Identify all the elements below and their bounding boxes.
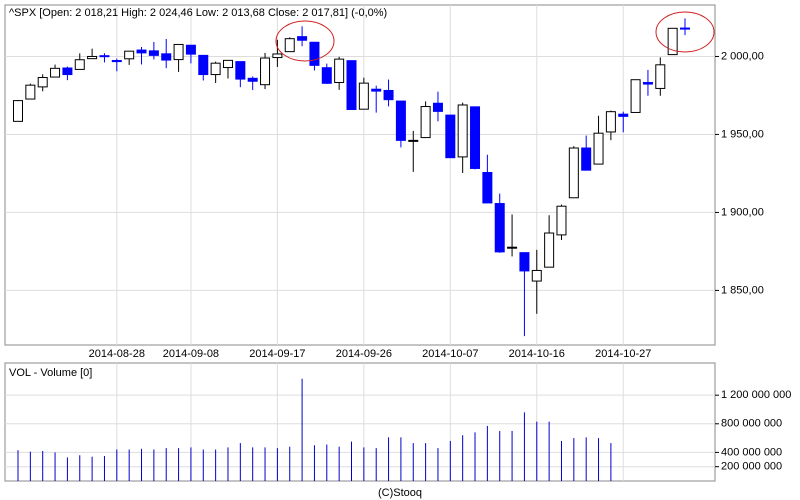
highlight-ellipse — [275, 20, 335, 62]
candle-body — [148, 50, 159, 56]
candle-body — [531, 269, 542, 282]
price-panel — [4, 4, 716, 346]
y-tick-label: 400 000 000 — [721, 446, 782, 458]
candle-body — [519, 252, 530, 272]
candle-body — [161, 53, 172, 61]
x-tick-label: 2014-09-26 — [336, 348, 392, 360]
candle-body — [247, 77, 258, 82]
candle-body — [383, 89, 394, 101]
x-tick-label: 2014-09-08 — [163, 348, 219, 360]
candle-body — [309, 41, 320, 66]
candle-body — [680, 27, 690, 30]
y-tick-label: 2 000,00 — [721, 50, 764, 62]
volume-title: VOL - Volume [0] — [9, 367, 92, 379]
candle-body — [420, 106, 431, 139]
y-tick-label: 1 950,00 — [721, 128, 764, 140]
y-tick-label: 1 900,00 — [721, 206, 764, 218]
candle-body — [667, 27, 678, 56]
candle-body — [581, 147, 592, 171]
y-tick-label: 1 850,00 — [721, 284, 764, 296]
candle-body — [593, 132, 604, 165]
candle-body — [222, 59, 233, 69]
candle-body — [173, 43, 184, 61]
chart-title: ^SPX [Open: 2 018,21 High: 2 024,46 Low:… — [9, 7, 387, 19]
candle-body — [210, 62, 221, 76]
y-tick-label: 200 000 000 — [721, 461, 782, 473]
candle-body — [470, 106, 481, 169]
candle-body — [198, 54, 209, 76]
candle-body — [62, 67, 73, 76]
highlight-ellipse — [655, 11, 715, 53]
candle-body — [408, 139, 419, 142]
candle-body — [432, 102, 443, 112]
candle-body — [235, 61, 246, 80]
y-tick-label: 800 000 000 — [721, 418, 782, 430]
candle-body — [87, 55, 98, 60]
candle-body — [272, 53, 283, 59]
candle-body — [346, 60, 357, 110]
candle-body — [655, 64, 666, 89]
candle-body — [605, 111, 616, 133]
candle-body — [494, 203, 505, 253]
x-tick-label: 2014-08-28 — [89, 348, 145, 360]
candle-body — [13, 100, 23, 122]
candle-body — [185, 44, 196, 55]
candle-body — [642, 82, 653, 85]
candle-body — [321, 67, 332, 84]
candle-body — [25, 84, 36, 100]
y-tick-label: 1 200 000 000 — [721, 389, 791, 401]
candle-body — [99, 55, 110, 58]
candle-body — [334, 58, 345, 84]
candle-body — [630, 79, 641, 113]
candle-body — [260, 57, 271, 86]
candle-body — [618, 113, 629, 117]
candle-body — [544, 232, 555, 268]
candle-body — [124, 50, 135, 60]
x-tick-label: 2014-10-27 — [595, 348, 651, 360]
footer: (C)Stooq — [378, 487, 422, 499]
candle-body — [507, 246, 518, 249]
candle-body — [358, 82, 369, 110]
x-tick-label: 2014-10-16 — [509, 348, 565, 360]
candle-body — [111, 60, 122, 63]
x-tick-label: 2014-09-17 — [249, 348, 305, 360]
candle-body — [37, 77, 48, 88]
x-tick-label: 2014-10-07 — [422, 348, 478, 360]
volume-panel — [4, 362, 716, 482]
candle-body — [457, 104, 468, 158]
candle-body — [297, 36, 308, 41]
candle-body — [74, 59, 85, 70]
candle-body — [371, 88, 382, 92]
candle-body — [136, 49, 147, 54]
candle-body — [445, 114, 456, 159]
candle-body — [50, 67, 61, 78]
plot-layer — [5, 5, 719, 481]
candle-body — [482, 172, 493, 204]
candle-body — [395, 100, 406, 141]
candle-body — [568, 147, 579, 199]
candle-body — [556, 205, 567, 236]
candle-body — [284, 38, 295, 53]
